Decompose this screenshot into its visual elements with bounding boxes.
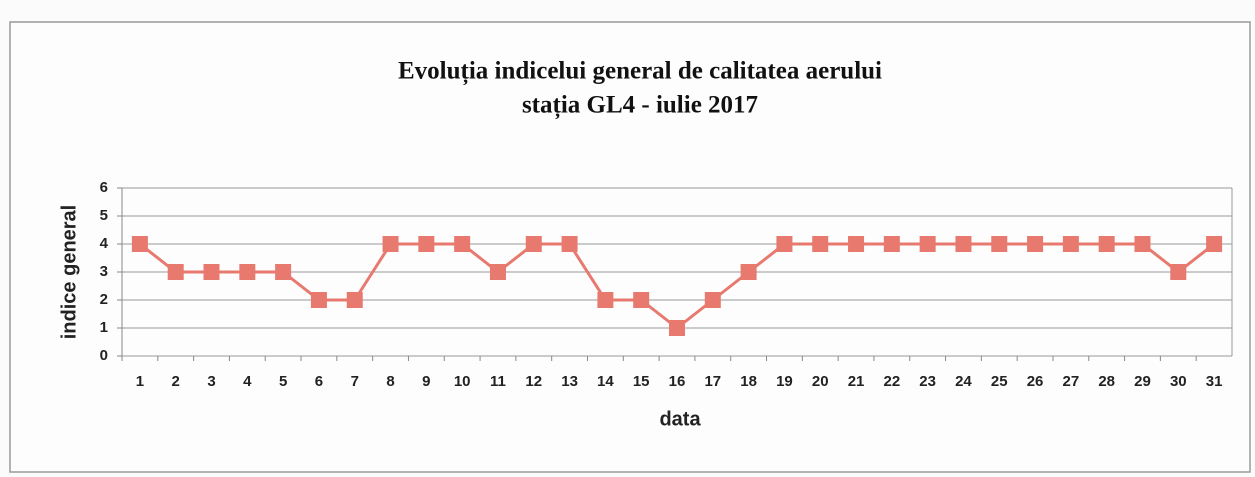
x-tick-label: 25 bbox=[991, 373, 1008, 390]
x-tick-label: 6 bbox=[315, 373, 323, 390]
marker bbox=[848, 236, 865, 252]
marker bbox=[669, 320, 685, 336]
marker bbox=[1170, 264, 1187, 280]
x-tick-label: 14 bbox=[597, 373, 614, 390]
marker bbox=[740, 264, 757, 280]
x-tick-label: 22 bbox=[883, 373, 900, 390]
x-tick-label: 1 bbox=[136, 373, 144, 390]
marker bbox=[883, 236, 900, 252]
marker bbox=[525, 236, 542, 252]
marker bbox=[919, 236, 936, 252]
y-tick-label: 6 bbox=[100, 179, 108, 196]
y-tick-label: 2 bbox=[100, 291, 108, 308]
marker bbox=[704, 292, 721, 308]
x-tick-label: 21 bbox=[848, 373, 865, 390]
marker bbox=[776, 236, 793, 252]
marker bbox=[1062, 236, 1079, 252]
marker bbox=[561, 236, 578, 252]
marker bbox=[131, 236, 148, 252]
x-tick-label: 2 bbox=[172, 373, 180, 390]
marker bbox=[955, 236, 972, 252]
marker bbox=[812, 236, 829, 252]
marker bbox=[1098, 236, 1115, 252]
marker bbox=[382, 236, 399, 252]
chart-title: Evoluția indicelui general de calitatea … bbox=[398, 58, 882, 86]
x-tick-label: 8 bbox=[386, 373, 394, 390]
marker bbox=[489, 264, 506, 280]
x-tick-label: 15 bbox=[633, 373, 650, 390]
x-tick-label: 16 bbox=[669, 373, 686, 390]
marker bbox=[203, 264, 220, 280]
x-tick-label: 18 bbox=[740, 373, 757, 390]
marker bbox=[310, 292, 327, 308]
x-tick-label: 28 bbox=[1098, 373, 1115, 390]
marker bbox=[633, 292, 650, 308]
x-tick-label: 29 bbox=[1134, 373, 1151, 390]
marker bbox=[454, 236, 471, 252]
x-tick-label: 23 bbox=[919, 373, 936, 390]
marker bbox=[1134, 236, 1151, 252]
y-tick-label: 4 bbox=[100, 235, 109, 252]
marker bbox=[991, 236, 1008, 252]
marker bbox=[239, 264, 256, 280]
x-tick-label: 10 bbox=[454, 373, 471, 390]
x-tick-label: 24 bbox=[955, 373, 972, 390]
marker bbox=[167, 264, 184, 280]
x-tick-label: 26 bbox=[1027, 373, 1044, 390]
x-tick-label: 5 bbox=[279, 373, 287, 390]
x-tick-label: 27 bbox=[1063, 373, 1080, 390]
y-tick-label: 0 bbox=[100, 347, 108, 364]
marker bbox=[597, 292, 614, 308]
y-axis-label: indice general bbox=[58, 205, 80, 340]
x-tick-label: 3 bbox=[207, 373, 215, 390]
y-tick-label: 1 bbox=[100, 319, 108, 336]
y-tick-label: 3 bbox=[100, 263, 108, 280]
x-axis-label: data bbox=[659, 408, 701, 430]
x-tick-label: 31 bbox=[1206, 373, 1223, 390]
x-tick-label: 7 bbox=[351, 373, 359, 390]
x-tick-label: 13 bbox=[561, 373, 578, 390]
marker bbox=[275, 264, 292, 280]
x-tick-label: 11 bbox=[490, 373, 506, 390]
x-tick-label: 20 bbox=[812, 373, 829, 390]
x-tick-label: 9 bbox=[422, 373, 430, 390]
chart-frame bbox=[9, 21, 1251, 473]
x-tick-label: 19 bbox=[776, 373, 793, 390]
y-tick-label: 5 bbox=[100, 207, 108, 224]
chart-subtitle: stația GL4 - iulie 2017 bbox=[522, 92, 758, 120]
marker bbox=[418, 236, 435, 252]
marker bbox=[346, 292, 363, 308]
marker bbox=[1206, 236, 1223, 252]
x-tick-label: 30 bbox=[1170, 373, 1187, 390]
x-tick-label: 4 bbox=[243, 373, 252, 390]
x-tick-label: 12 bbox=[525, 373, 542, 390]
x-tick-label: 17 bbox=[704, 373, 721, 390]
marker bbox=[1027, 236, 1044, 252]
